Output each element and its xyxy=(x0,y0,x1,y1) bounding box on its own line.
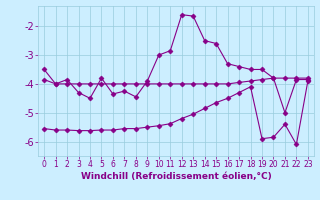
X-axis label: Windchill (Refroidissement éolien,°C): Windchill (Refroidissement éolien,°C) xyxy=(81,172,271,181)
